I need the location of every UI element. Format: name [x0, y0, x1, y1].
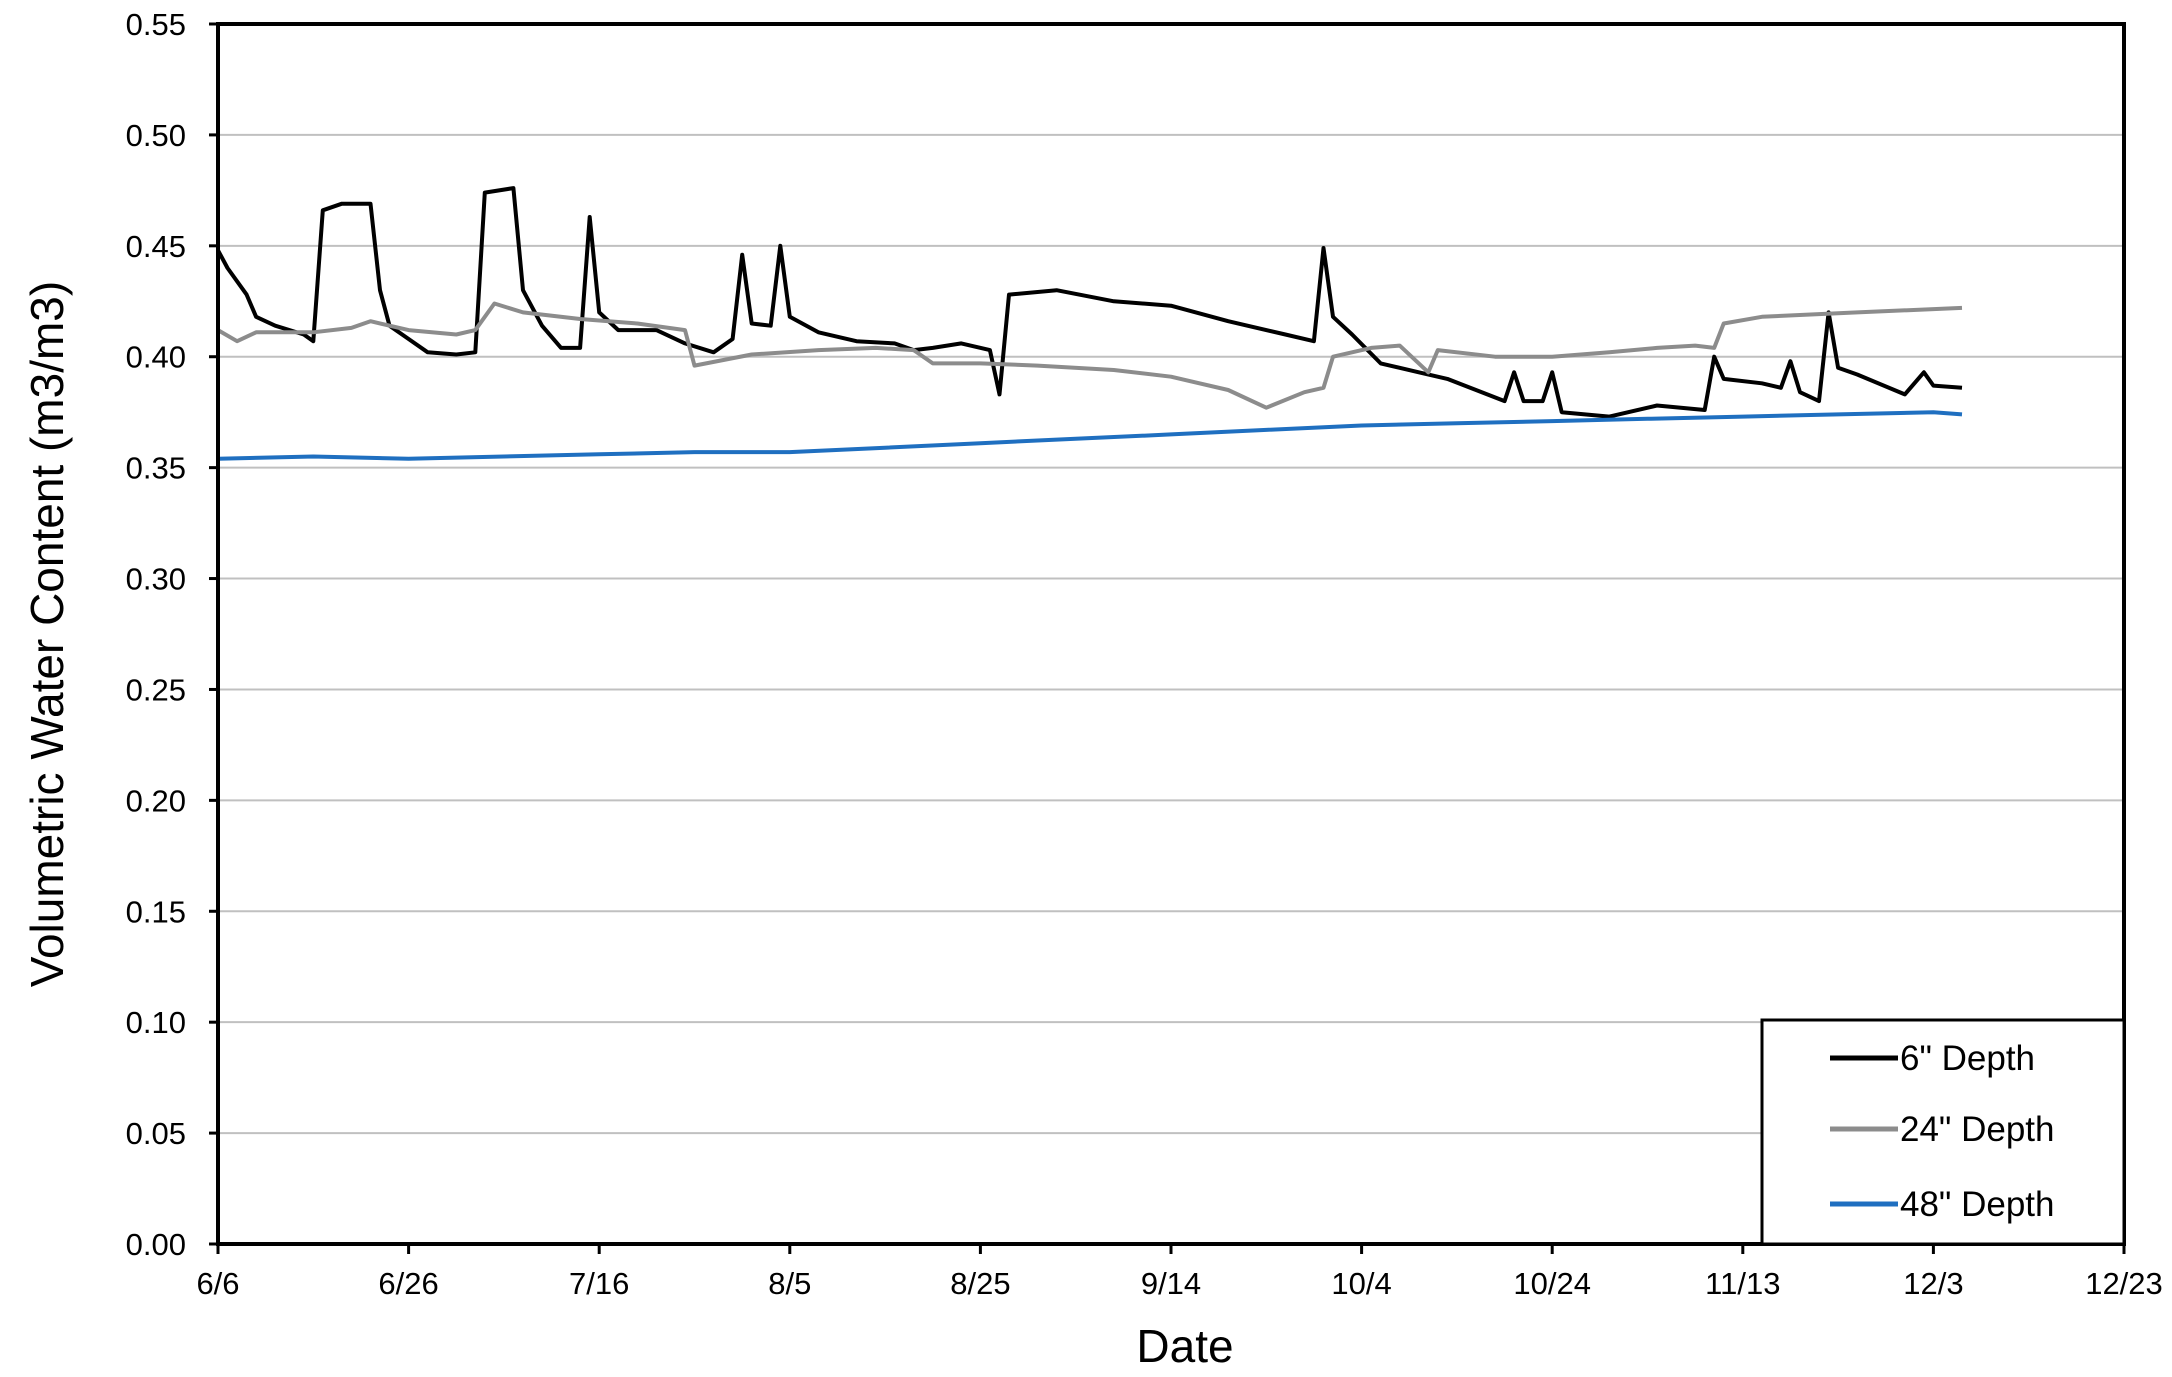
x-tick-label: 6/26 [378, 1266, 438, 1301]
x-axis-title: Date [1136, 1320, 1233, 1372]
x-tick-label: 12/3 [1903, 1266, 1963, 1301]
x-tick-label: 10/4 [1331, 1266, 1391, 1301]
y-tick-label: 0.40 [126, 340, 186, 375]
y-tick-label: 0.00 [126, 1227, 186, 1262]
y-tick-label: 0.10 [126, 1005, 186, 1040]
gridlines [218, 133, 2124, 1135]
x-tick-label: 7/16 [569, 1266, 629, 1301]
y-tick-label: 0.45 [126, 229, 186, 264]
legend: 6" Depth 24" Depth 48" Depth [1760, 1018, 2126, 1246]
y-tick-labels: 0.00 0.05 0.10 0.15 0.20 0.25 0.30 0.35 0.40 0.45… [126, 7, 218, 1262]
x-tick-labels: 6/6 6/26 7/16 8/5 8/25 9/14 10/4 10/24 11/13 12/3… [196, 1244, 2163, 1301]
x-tick-label: 11/13 [1705, 1266, 1780, 1301]
legend-label-24-depth: 24" Depth [1900, 1110, 2054, 1149]
x-tick-label: 12/23 [2085, 1266, 2163, 1301]
series-lines [216, 186, 1963, 461]
x-tick-label: 6/6 [196, 1266, 239, 1301]
y-tick-label: 0.35 [126, 451, 186, 486]
y-tick-label: 0.50 [126, 118, 186, 153]
y-tick-label: 0.15 [126, 894, 186, 929]
y-tick-label: 0.30 [126, 562, 186, 597]
legend-label-6-depth: 6" Depth [1900, 1039, 2035, 1078]
legend-box [1760, 1018, 2126, 1246]
x-tick-label: 8/5 [768, 1266, 811, 1301]
series-line-6-depth [216, 186, 1963, 419]
series-line-48-depth [217, 410, 1963, 461]
x-tick-label: 10/24 [1513, 1266, 1591, 1301]
x-tick-label: 8/25 [950, 1266, 1010, 1301]
y-tick-label: 0.20 [126, 783, 186, 818]
x-tick-label: 9/14 [1141, 1266, 1201, 1301]
legend-items: 6" Depth 24" Depth 48" Depth [1830, 1039, 2054, 1224]
legend-label-48-depth: 48" Depth [1900, 1185, 2054, 1224]
series-line-24-depth [216, 301, 1963, 410]
y-axis-title: Volumetric Water Content (m3/m3) [21, 281, 73, 987]
y-tick-label: 0.25 [126, 672, 186, 707]
y-tick-label: 0.05 [126, 1116, 186, 1151]
y-tick-label: 0.55 [126, 7, 186, 42]
